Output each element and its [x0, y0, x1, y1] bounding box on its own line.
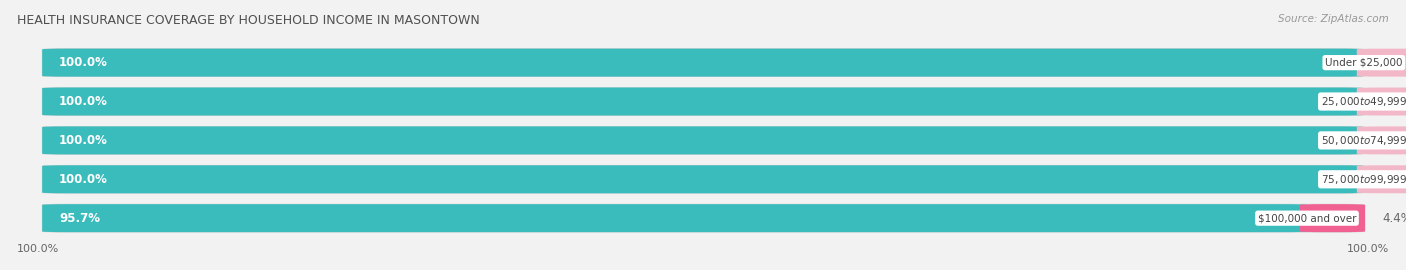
- Text: $75,000 to $99,999: $75,000 to $99,999: [1320, 173, 1406, 186]
- Text: Source: ZipAtlas.com: Source: ZipAtlas.com: [1278, 14, 1389, 23]
- Text: HEALTH INSURANCE COVERAGE BY HOUSEHOLD INCOME IN MASONTOWN: HEALTH INSURANCE COVERAGE BY HOUSEHOLD I…: [17, 14, 479, 26]
- FancyBboxPatch shape: [42, 126, 1364, 154]
- FancyBboxPatch shape: [1357, 49, 1406, 77]
- Text: 4.4%: 4.4%: [1382, 212, 1406, 225]
- FancyBboxPatch shape: [42, 204, 1308, 232]
- Text: $25,000 to $49,999: $25,000 to $49,999: [1320, 95, 1406, 108]
- Text: 100.0%: 100.0%: [1347, 244, 1389, 254]
- FancyBboxPatch shape: [1357, 165, 1406, 193]
- Text: $50,000 to $74,999: $50,000 to $74,999: [1320, 134, 1406, 147]
- Text: 100.0%: 100.0%: [59, 134, 108, 147]
- FancyBboxPatch shape: [42, 204, 1364, 232]
- FancyBboxPatch shape: [42, 126, 1364, 154]
- Text: 95.7%: 95.7%: [59, 212, 100, 225]
- FancyBboxPatch shape: [42, 87, 1364, 116]
- Text: 100.0%: 100.0%: [59, 173, 108, 186]
- Text: $100,000 and over: $100,000 and over: [1258, 213, 1357, 223]
- Text: Under $25,000: Under $25,000: [1324, 58, 1403, 68]
- FancyBboxPatch shape: [1357, 126, 1406, 154]
- FancyBboxPatch shape: [42, 87, 1364, 116]
- Text: 100.0%: 100.0%: [59, 95, 108, 108]
- FancyBboxPatch shape: [1357, 87, 1406, 116]
- FancyBboxPatch shape: [42, 165, 1364, 193]
- FancyBboxPatch shape: [42, 165, 1364, 193]
- Text: 100.0%: 100.0%: [59, 56, 108, 69]
- Text: 100.0%: 100.0%: [17, 244, 59, 254]
- FancyBboxPatch shape: [42, 49, 1364, 77]
- FancyBboxPatch shape: [42, 49, 1364, 77]
- FancyBboxPatch shape: [1301, 204, 1365, 232]
